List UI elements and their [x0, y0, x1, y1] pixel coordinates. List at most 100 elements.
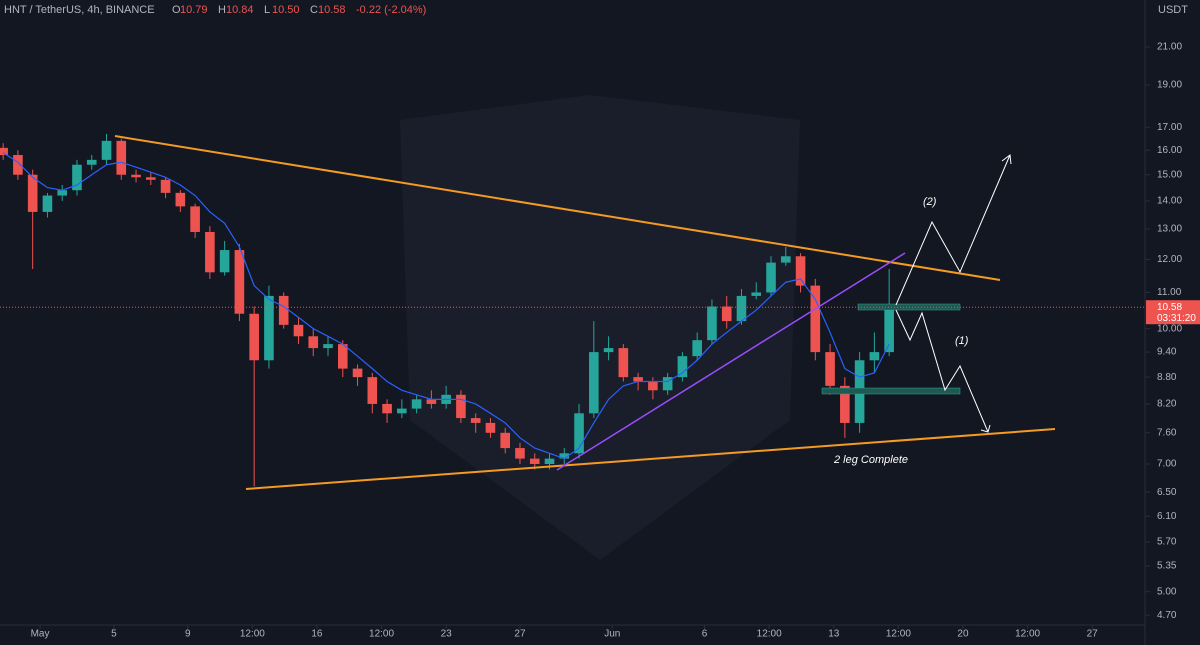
y-tick-label: 13.00: [1157, 224, 1182, 235]
x-tick-label: 5: [111, 629, 117, 640]
legend-value: 10.50: [272, 4, 300, 16]
legend-value: 10.58: [318, 4, 346, 16]
candle-body: [382, 403, 392, 414]
candle-body: [278, 295, 289, 325]
last-price-label: 10.58: [1157, 302, 1182, 313]
candle-body: [264, 295, 274, 361]
annotation: (1): [955, 335, 969, 347]
candle-body: [677, 356, 688, 378]
candle-body: [603, 348, 614, 353]
x-tick-label: 12:00: [240, 629, 265, 640]
candle-body: [72, 164, 82, 191]
candle-body: [146, 177, 156, 180]
candle-body: [589, 352, 599, 414]
legend-value: 10.79: [180, 4, 208, 16]
candle-body: [205, 231, 215, 273]
x-tick-label: 12:00: [886, 629, 911, 640]
y-tick-label: 9.40: [1157, 347, 1177, 358]
y-tick-label: 5.00: [1157, 586, 1177, 597]
candle-body: [0, 147, 8, 156]
candle-body: [574, 413, 584, 454]
y-tick-label: 15.00: [1157, 169, 1182, 180]
trendline: [114, 135, 1001, 281]
candle-body: [544, 458, 555, 464]
candle-body: [293, 324, 304, 337]
candle-body: [795, 256, 806, 286]
plot-area: [0, 133, 894, 487]
y-tick-label: 21.00: [1157, 42, 1182, 53]
y-tick-label: 4.70: [1157, 610, 1177, 621]
candle-body: [662, 377, 673, 391]
candle-body: [559, 453, 570, 459]
legend-key: L: [264, 4, 270, 16]
candle-body: [633, 377, 643, 382]
trendline: [245, 428, 1056, 490]
y-tick-label: 14.00: [1157, 196, 1182, 207]
candle-body: [131, 174, 141, 178]
arrow-head: [980, 424, 991, 433]
x-tick-label: 9: [185, 629, 191, 640]
y-tick-label: 5.70: [1157, 537, 1177, 548]
y-tick-label: 6.50: [1157, 487, 1177, 498]
candle-body: [352, 368, 363, 378]
x-tick-label: 12:00: [369, 629, 394, 640]
moving-average: [2, 152, 890, 460]
candle-body: [618, 348, 629, 378]
candle-body: [42, 195, 53, 212]
candle-body: [101, 140, 112, 160]
candle-body: [219, 250, 230, 273]
candle-body: [780, 256, 791, 263]
x-tick-label: 12:00: [1015, 629, 1040, 640]
candle-body: [13, 155, 23, 175]
legend-key: C: [310, 4, 318, 16]
y-tick-label: 8.20: [1157, 399, 1177, 410]
candle-body: [736, 295, 747, 322]
candle-body: [190, 206, 200, 232]
candle-body: [57, 190, 68, 196]
candle-body: [308, 336, 319, 349]
candle-body: [234, 250, 245, 314]
candle-body: [766, 262, 776, 293]
candle-body: [529, 458, 540, 464]
candle-body: [648, 381, 658, 391]
candle-body: [884, 307, 894, 353]
arrow-head: [1001, 154, 1012, 165]
y-tick-label: 8.80: [1157, 372, 1177, 383]
y-tick-label: 7.00: [1157, 459, 1177, 470]
trendline: [556, 252, 906, 471]
x-tick-label: 20: [957, 629, 969, 640]
legend-key: O: [172, 4, 181, 16]
y-tick-label: 17.00: [1157, 122, 1182, 133]
legend-change: -0.22 (-2.04%): [356, 4, 426, 16]
y-tick-label: 10.00: [1157, 323, 1182, 334]
x-tick-label: 27: [514, 629, 526, 640]
y-tick-label: 11.00: [1157, 287, 1182, 298]
candle-body: [721, 306, 732, 322]
projection-arrow: [895, 154, 1011, 306]
candle-body: [411, 399, 422, 409]
y-tick-label: 19.00: [1157, 80, 1182, 91]
candle-body: [337, 344, 348, 369]
y-tick-label: 6.10: [1157, 511, 1177, 522]
candle-body: [751, 292, 762, 296]
candle-body: [27, 174, 38, 212]
zone: [821, 387, 961, 395]
candle-body: [86, 159, 97, 165]
candle-body: [810, 285, 821, 353]
x-tick-label: May: [31, 629, 50, 640]
candle-body: [515, 448, 525, 459]
y-tick-label: 7.60: [1157, 427, 1177, 438]
candle-body: [692, 340, 702, 357]
candle-body: [840, 385, 850, 423]
countdown-label: 03:31:20: [1157, 313, 1196, 324]
y-tick-label: 16.00: [1157, 145, 1182, 156]
watermark: [400, 95, 800, 560]
candle-body: [175, 192, 186, 207]
projection-arrow: [895, 309, 989, 433]
candle-body: [160, 179, 171, 193]
candle-body: [249, 313, 259, 361]
candle-body: [707, 306, 717, 341]
legend-key: H: [218, 4, 226, 16]
last-price-tag: [1146, 300, 1200, 325]
